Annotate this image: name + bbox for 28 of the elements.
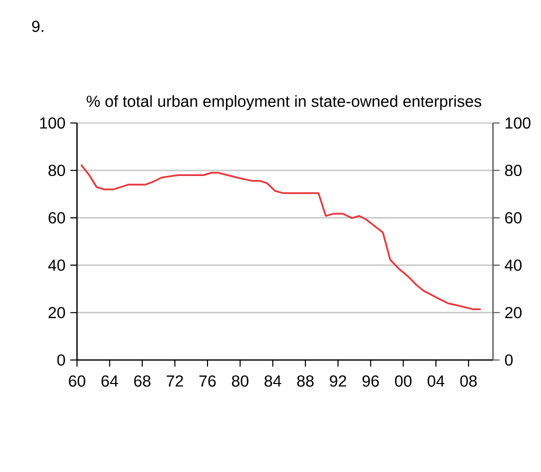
chart-title: % of total urban employment in state-owned enterprises — [86, 95, 482, 110]
y-tick-label: 100 — [40, 117, 66, 129]
y2-tick-label: 60 — [505, 212, 522, 224]
y-tick-label: 0 — [57, 354, 66, 366]
y-tick-label: 80 — [48, 164, 66, 176]
x-tick-label: 76 — [199, 375, 216, 387]
x-tick-label: 60 — [68, 375, 86, 387]
y-tick-label: 60 — [48, 212, 66, 224]
x-tick-label: 72 — [166, 375, 183, 387]
line-series — [80, 164, 482, 310]
x-tick-label: 08 — [460, 375, 477, 387]
x-tick-label: 92 — [330, 375, 346, 387]
y2-tick-label: 100 — [506, 117, 530, 129]
y2-tick-label: 40 — [504, 260, 522, 271]
x-tick-label: 64 — [102, 375, 118, 387]
y2-tick-label: 20 — [505, 306, 522, 318]
y-tick-label: 40 — [48, 260, 66, 271]
x-tick-label: 96 — [362, 375, 379, 387]
x-tick-label: 88 — [297, 375, 314, 387]
x-tick-label: 68 — [134, 375, 150, 387]
x-tick-label: 84 — [264, 375, 282, 387]
x-tick-label: 00 — [395, 375, 412, 387]
text: 9. — [32, 20, 44, 32]
y2-tick-label: 0 — [505, 354, 513, 366]
x-tick-label: 80 — [232, 375, 248, 387]
y2-tick-label: 80 — [505, 164, 522, 176]
y-tick-label: 20 — [48, 306, 66, 318]
x-tick-label: 04 — [428, 375, 444, 387]
